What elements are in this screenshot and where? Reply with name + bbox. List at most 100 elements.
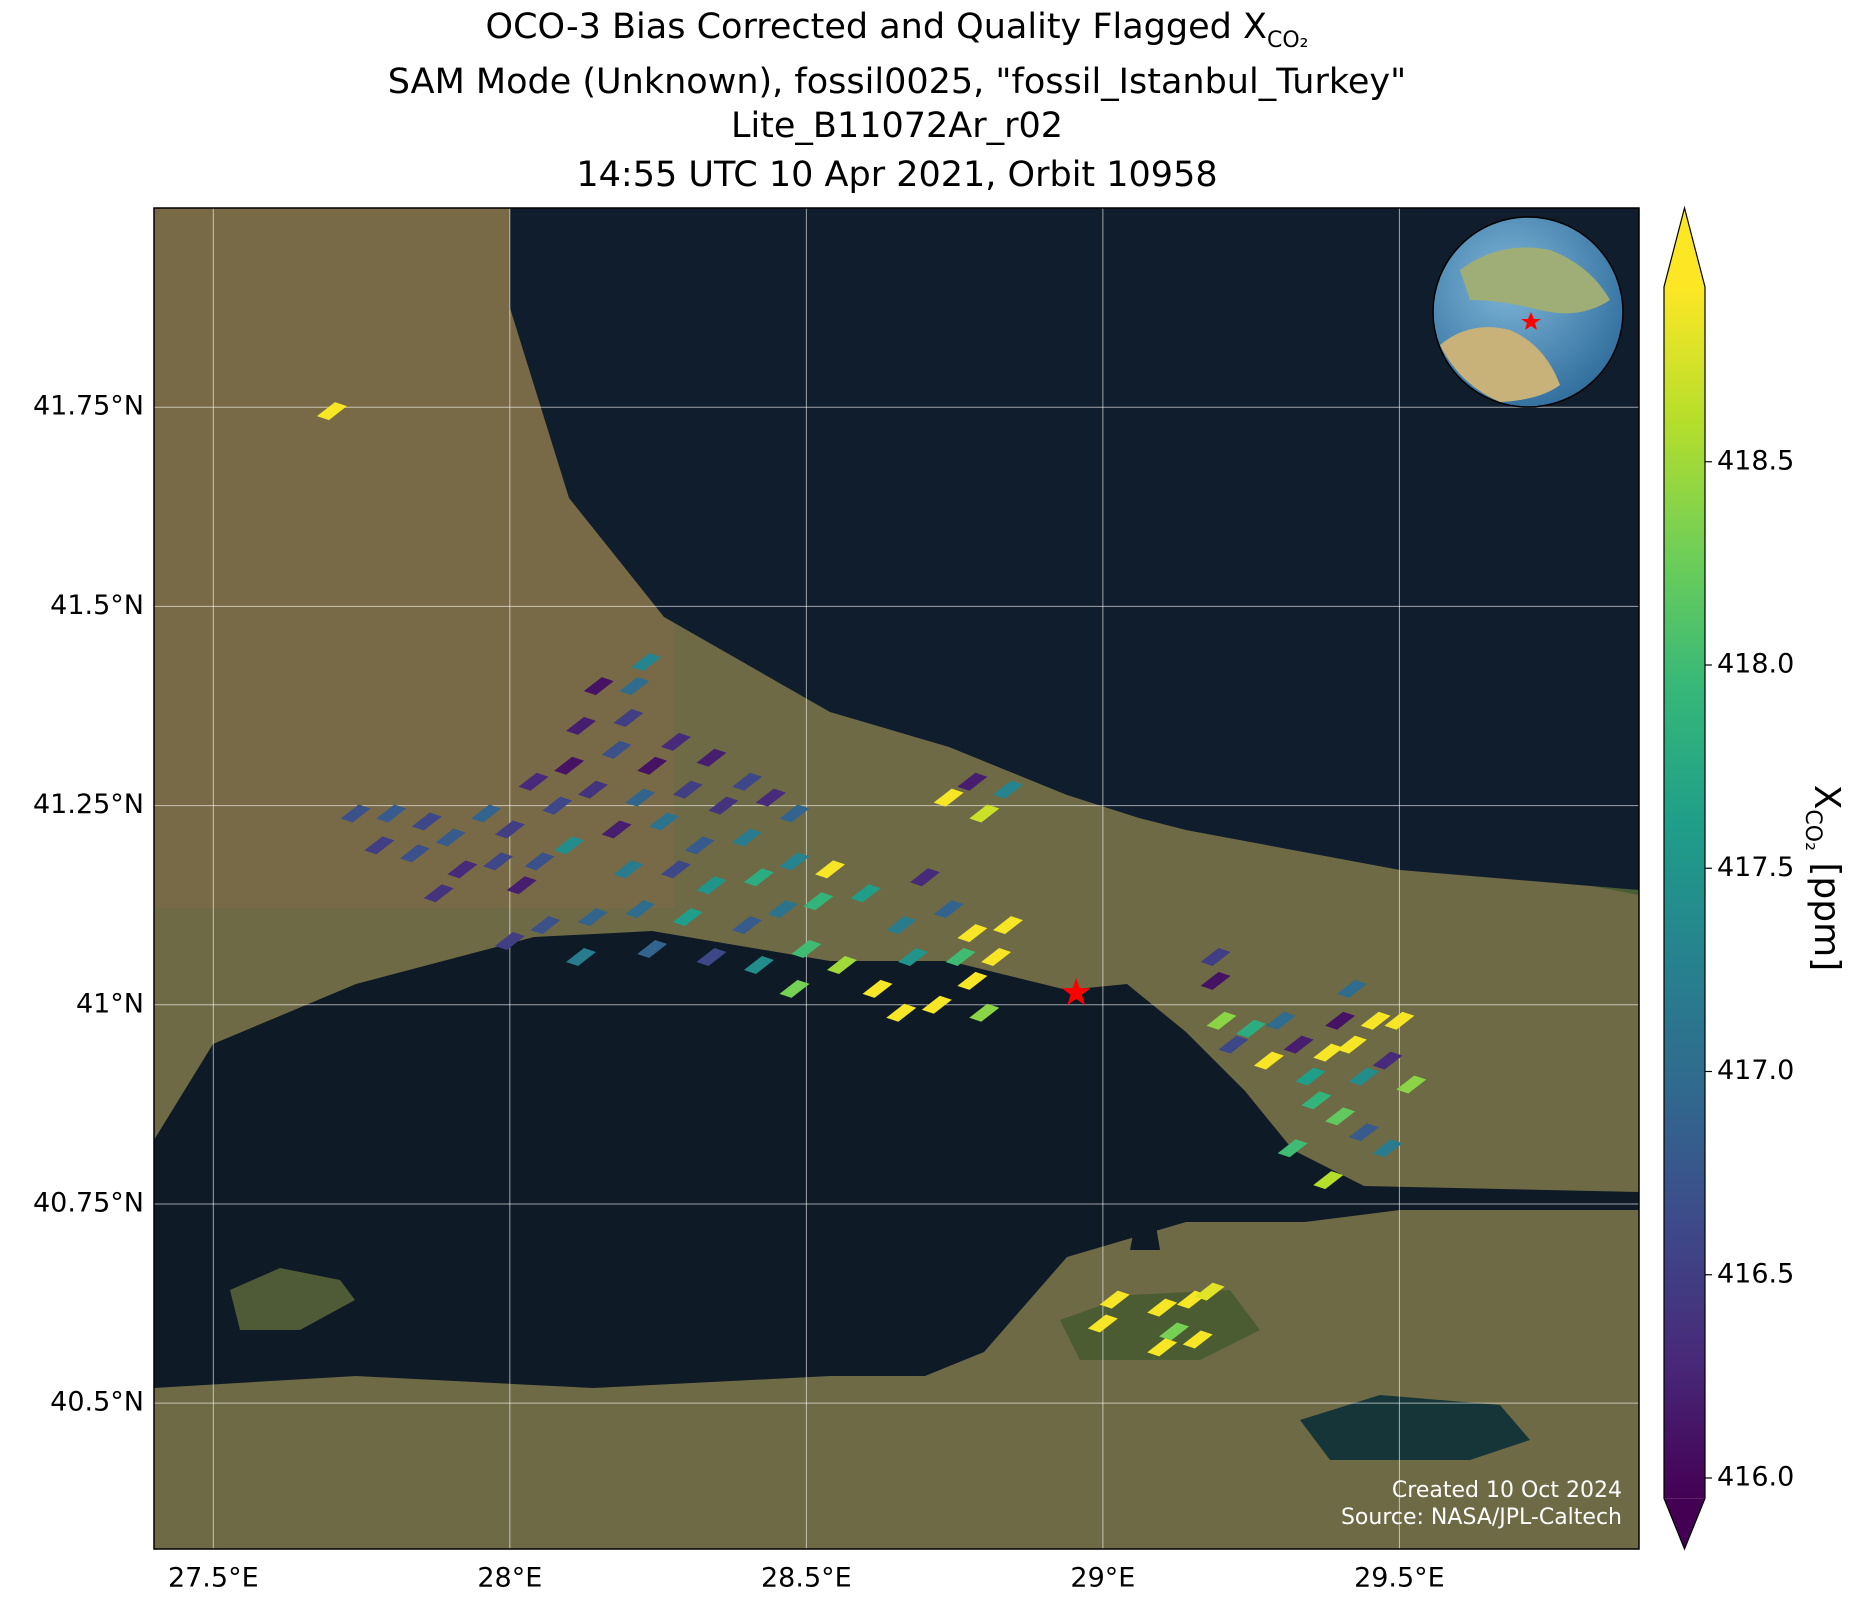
sounding (423, 884, 454, 903)
sounding (565, 947, 596, 966)
sounding (1295, 1067, 1326, 1086)
sounding (886, 916, 917, 935)
sounding (435, 828, 466, 847)
annotation: Created 10 Oct 2024 (1392, 1478, 1622, 1503)
colorbar-tick-label: 418.5 (1717, 445, 1794, 476)
grid (154, 208, 1639, 1549)
x-tick-label: 29°E (1070, 1563, 1135, 1594)
sounding (447, 860, 478, 879)
sounding (1325, 1011, 1356, 1030)
sounding (672, 780, 703, 799)
sounding (1372, 1139, 1403, 1158)
sounding (886, 1003, 917, 1022)
sounding (850, 884, 881, 903)
sounding (340, 804, 371, 823)
globe-land (1440, 327, 1560, 402)
sounding (637, 940, 668, 959)
sounding (981, 947, 1012, 966)
black-sea (510, 208, 1639, 890)
colorbar-label-text: X (1806, 785, 1847, 810)
sounding (1313, 1043, 1344, 1062)
sounding (494, 932, 525, 951)
sounding (708, 796, 739, 815)
globe-inset (1432, 216, 1624, 408)
sounding (1277, 1139, 1308, 1158)
sounding (506, 876, 537, 895)
sounding (755, 788, 786, 807)
sounding (732, 772, 763, 791)
sounding (898, 947, 929, 966)
sounding (482, 852, 513, 871)
sounding (583, 677, 614, 696)
sounding (969, 804, 1000, 823)
colorbar-label-subscript: CO₂ (1800, 809, 1825, 851)
title-line: OCO-3 Bias Corrected and Quality Flagged… (486, 7, 1309, 53)
colorbar-label-unit: [ppm] (1806, 851, 1847, 971)
sounding (1301, 1091, 1332, 1110)
sounding (1236, 1019, 1267, 1038)
sounding (1194, 1282, 1225, 1301)
x-tick-label: 28.5°E (761, 1563, 852, 1594)
colorbar-tick-label: 416.5 (1717, 1258, 1794, 1289)
x-tick-label: 28°E (477, 1563, 542, 1594)
colorbar-label: XCO₂ [ppm] (1800, 785, 1847, 971)
sounding (1348, 1067, 1379, 1086)
y-tick-label: 41°N (76, 988, 144, 1019)
sounding (743, 955, 774, 974)
y-tick-label: 40.75°N (33, 1187, 144, 1218)
x-tick-label: 29.5°E (1354, 1563, 1445, 1594)
colorbar-outline (1663, 205, 1706, 1551)
sounding (554, 836, 585, 855)
sounding (631, 653, 662, 672)
globe-site (1521, 312, 1541, 330)
sounding (1099, 1290, 1130, 1309)
sounding (660, 732, 691, 751)
sounding (1087, 1314, 1118, 1333)
sounding (316, 402, 347, 421)
sounding (554, 756, 585, 775)
sounding (1159, 1322, 1190, 1341)
sounding (672, 908, 703, 927)
sounding (933, 900, 964, 919)
colorbar: 416.0 416.5 417.0 417.5 418.0 418.5 (1663, 205, 1794, 1551)
sounding (1313, 1171, 1344, 1190)
sounding (565, 716, 596, 735)
title-line: 14:55 UTC 10 Apr 2021, Orbit 10958 (576, 155, 1217, 195)
plot-frame (153, 207, 1640, 1550)
island (230, 1268, 355, 1330)
sounding (601, 820, 632, 839)
bosphorus (1130, 1190, 1160, 1250)
sounding (1336, 1035, 1367, 1054)
sounding (518, 772, 549, 791)
lake (1300, 1395, 1530, 1460)
sounding (732, 916, 763, 935)
sounding (957, 971, 988, 990)
colorbar-tick-label: 417.0 (1717, 1055, 1794, 1086)
sounding (625, 900, 656, 919)
sounding (696, 876, 727, 895)
sounding (1372, 1051, 1403, 1070)
sounding (530, 916, 561, 935)
sounding (577, 780, 608, 799)
sounding (992, 916, 1023, 935)
sounding (1182, 1330, 1213, 1349)
sounding (1325, 1107, 1356, 1126)
sounding (601, 740, 632, 759)
sounding (767, 900, 798, 919)
colorbar-tick-label: 417.5 (1717, 852, 1794, 883)
sounding (399, 844, 430, 863)
sounding (862, 979, 893, 998)
sounding (471, 804, 502, 823)
sounding (1283, 1035, 1314, 1054)
sounding (1265, 1011, 1296, 1030)
sounding (637, 756, 668, 775)
sounding (815, 860, 846, 879)
sounding (921, 995, 952, 1014)
annotation: Source: NASA/JPL-Caltech (1341, 1505, 1622, 1530)
sounding (957, 924, 988, 943)
sounding (803, 892, 834, 911)
colorbar-extend-min (1664, 1498, 1705, 1549)
sounding (791, 940, 822, 959)
sounding (684, 836, 715, 855)
